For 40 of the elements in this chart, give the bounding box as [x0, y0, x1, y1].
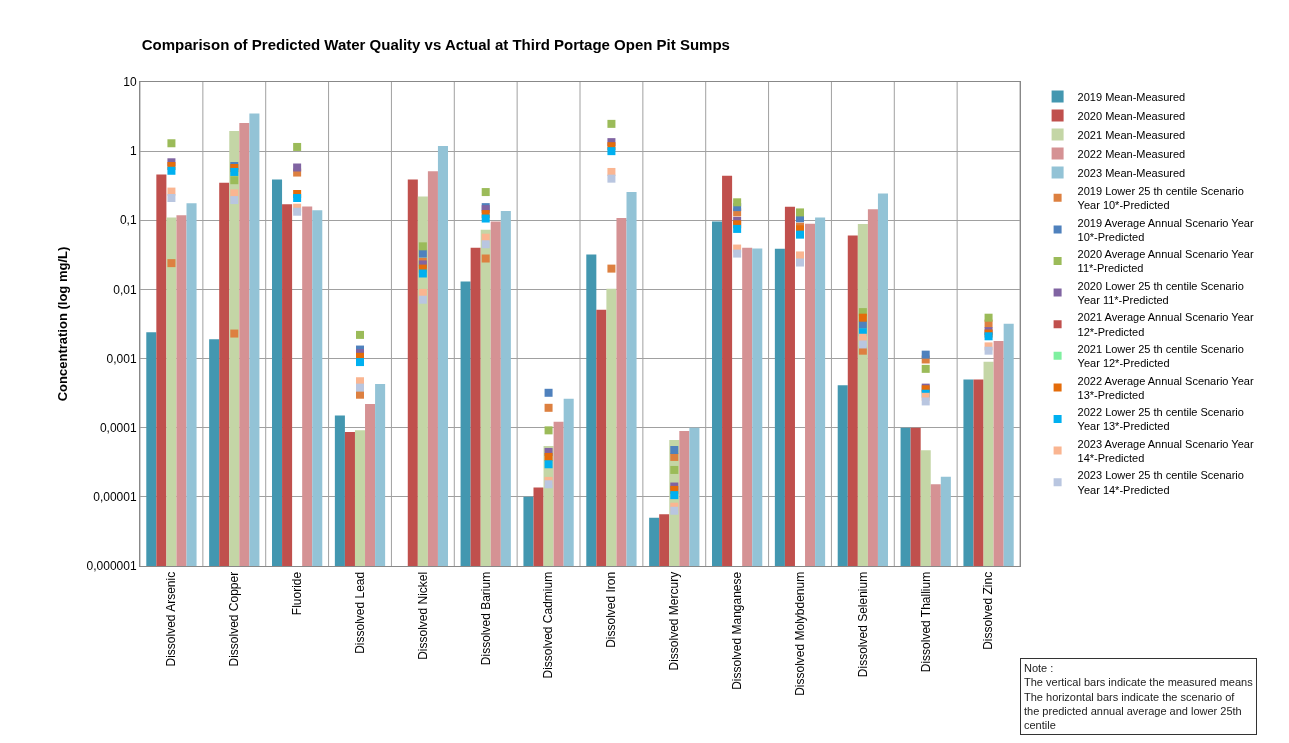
legend-label: 2023 Lower 25 th centile Scenario Year 14*-Predicted	[1077, 469, 1244, 496]
x-tick-label: Dissolved Cadmium	[541, 571, 556, 679]
x-tick-label: Dissolved Iron	[604, 571, 619, 648]
legend-label: 2020 Mean-Measured	[1077, 109, 1186, 122]
x-tick-label: Dissolved Copper	[227, 571, 242, 667]
y-tick-label: 1	[129, 144, 137, 159]
y-tick-label: 0,1	[119, 213, 137, 228]
y-tick-label: 0,01	[113, 282, 137, 297]
y-tick-label: 0,0001	[99, 420, 137, 435]
y-tick-label: 0,000001	[86, 559, 137, 574]
legend-label: 2021 Mean-Measured	[1077, 128, 1186, 141]
x-tick-label: Dissolved Barium	[478, 571, 493, 666]
x-tick-label: Dissolved Zinc	[981, 571, 996, 650]
y-tick-label: 0,00001	[93, 490, 137, 505]
x-tick-label: Dissolved Mercury	[667, 571, 682, 671]
legend-label: 2020 Lower 25 th centile Scenario Year 11*-Predicted	[1077, 279, 1244, 307]
y-axis-title: Concentration (log mg/L)	[55, 246, 71, 402]
x-tick-label: Dissolved Selenium	[855, 571, 870, 678]
legend-label: 2019 Mean-Measured	[1077, 90, 1186, 103]
legend-label: 2022 Lower 25 th centile Scenario Year 13*-Predicted	[1077, 406, 1244, 433]
x-tick-label: Fluoride	[290, 571, 305, 616]
y-tick-label: 0,001	[106, 351, 137, 366]
x-tick-label: Dissolved Molybdenum	[792, 571, 807, 696]
text: Note : The vertical bars indicate the measured means The horizontal bars indicate the scenario of the predicted annual average and lower 25th centile	[1024, 662, 1254, 732]
chart-title: Comparison of Predicted Water Quality vs Actual at Third Portage Open Pit Sumps	[141, 35, 730, 53]
y-tick-label: 10	[123, 75, 137, 90]
x-tick-label: Dissolved Thallium	[918, 571, 933, 673]
legend-label: 2019 Lower 25 th centile Scenario Year 10*-Predicted	[1077, 184, 1244, 212]
x-tick-label: Dissolved Manganese	[730, 571, 745, 690]
legend-label: 2021 Average Annual Scenario Year 12*-Predicted	[1077, 311, 1254, 338]
legend-label: 2022 Average Annual Scenario Year 13*-Predicted	[1077, 374, 1254, 401]
x-tick-label: Dissolved Arsenic	[164, 571, 179, 667]
legend-label: 2021 Lower 25 th centile Scenario Year 12*-Predicted	[1077, 342, 1244, 370]
x-tick-label: Dissolved Nickel	[415, 571, 430, 660]
legend-label: 2023 Average Annual Scenario Year 14*-Predicted	[1077, 437, 1254, 465]
legend-label: 2023 Mean-Measured	[1077, 166, 1186, 179]
legend-label: 2022 Mean-Measured	[1077, 147, 1186, 160]
x-tick-label: Dissolved Lead	[352, 571, 367, 654]
legend-label: 2020 Average Annual Scenario Year 11*-Predicted	[1077, 248, 1254, 275]
legend-label: 2019 Average Annual Scenario Year 10*-Predicted	[1077, 216, 1254, 243]
